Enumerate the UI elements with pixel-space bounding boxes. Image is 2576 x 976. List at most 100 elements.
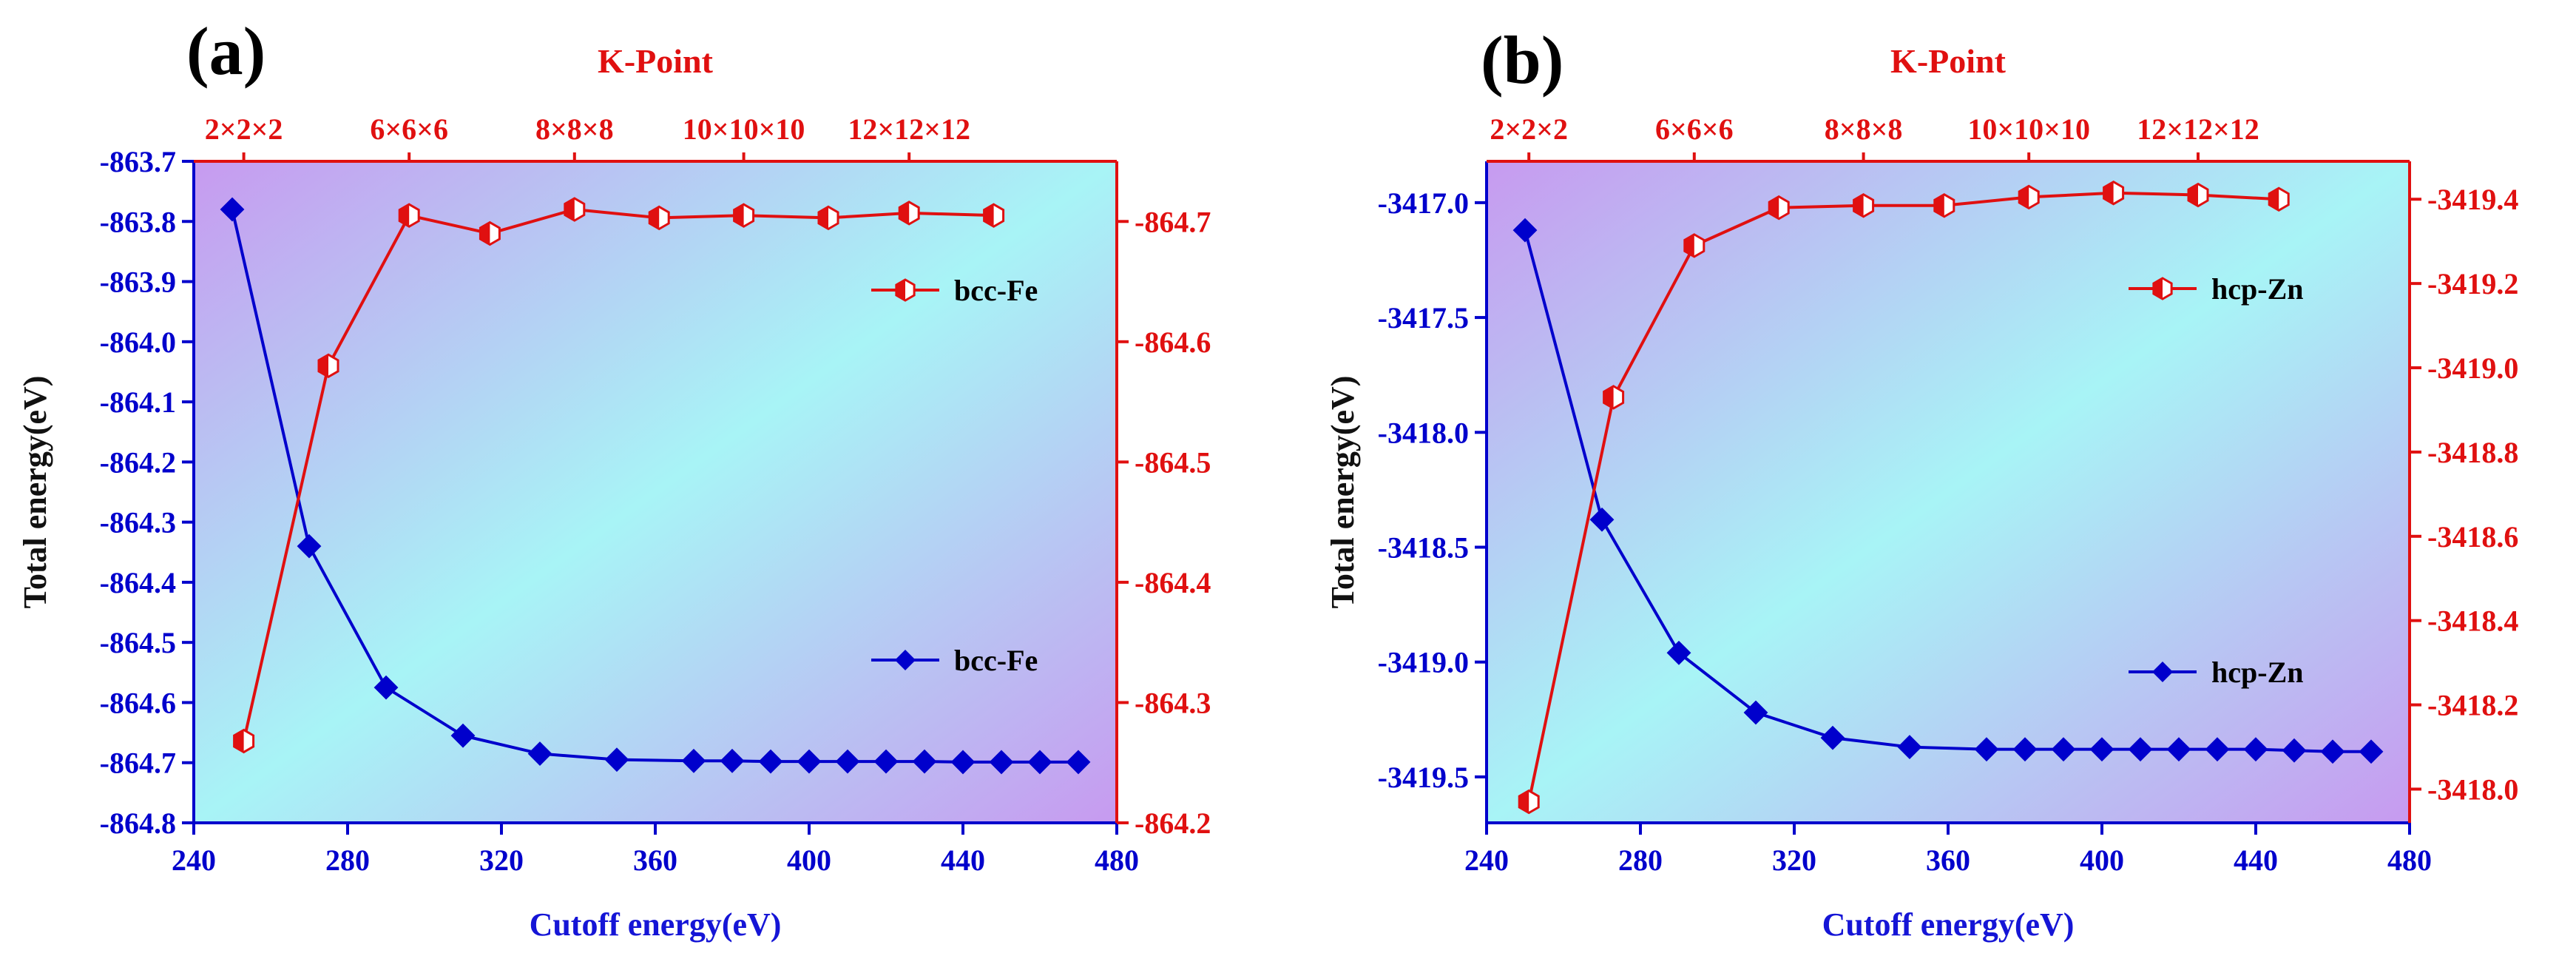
x-axis-title: Cutoff energy(eV) xyxy=(1822,906,2075,943)
x-tick-label: 240 xyxy=(1464,844,1509,877)
legend-label: bcc-Fe xyxy=(954,644,1038,677)
x-tick-label: 400 xyxy=(2080,844,2124,877)
data-point-hexagon xyxy=(2187,182,2209,208)
hexagon-left-fill xyxy=(2269,188,2279,211)
data-point-diamond xyxy=(604,747,629,773)
data-point-hexagon xyxy=(1933,193,1955,218)
y-tick-label: -863.9 xyxy=(100,266,176,299)
top-tick-label: 6×6×6 xyxy=(370,112,448,146)
y-tick-label: -3417.5 xyxy=(1378,301,1469,334)
data-point-hexagon xyxy=(2103,180,2125,206)
hexagon-left-fill xyxy=(319,354,328,377)
data-point-diamond xyxy=(835,749,860,774)
hexagon-left-fill xyxy=(984,204,994,227)
data-point-diamond xyxy=(1512,218,1538,243)
data-point-diamond xyxy=(950,750,976,775)
y-tick-label: -864.3 xyxy=(100,506,176,539)
y-tick-label: -864.2 xyxy=(100,445,176,479)
data-point-diamond xyxy=(2243,737,2268,762)
legend-marker-diamond xyxy=(895,650,916,670)
data-point-hexagon xyxy=(1603,385,1625,410)
data-point-hexagon xyxy=(1518,789,1540,815)
x-tick-label: 360 xyxy=(1926,844,1970,877)
x-tick-label: 320 xyxy=(479,844,524,877)
data-point-hexagon xyxy=(1768,195,1790,221)
y-tick-label: -864.4 xyxy=(100,566,176,599)
data-point-diamond xyxy=(2166,737,2191,762)
panel-label: (b) xyxy=(1481,22,1563,98)
y2-tick-label: -3419.2 xyxy=(2427,267,2518,300)
hexagon-left-fill xyxy=(1603,386,1614,408)
panel-label: (a) xyxy=(186,13,266,89)
series-line-right xyxy=(1527,191,2279,802)
top-tick-label: 8×8×8 xyxy=(1825,112,1903,146)
x-axis-title: Cutoff energy(eV) xyxy=(530,906,782,943)
data-point-diamond xyxy=(1066,750,1091,775)
hexagon-left-fill xyxy=(564,198,575,221)
hexagon-left-fill xyxy=(1934,194,1944,217)
top-tick-label: 2×2×2 xyxy=(1490,112,1568,146)
data-point-hexagon xyxy=(317,353,339,379)
data-point-diamond xyxy=(1589,507,1615,532)
y2-tick-label: -864.7 xyxy=(1135,205,1211,238)
y2-tick-label: -3419.4 xyxy=(2427,183,2518,216)
data-point-diamond xyxy=(2359,739,2384,764)
y2-tick-label: -864.2 xyxy=(1135,807,1211,840)
x-tick-label: 320 xyxy=(1772,844,1816,877)
top-tick-label: 12×12×12 xyxy=(2137,112,2259,146)
y2-tick-label: -3418.0 xyxy=(2427,773,2518,806)
y-tick-label: -864.7 xyxy=(100,747,176,780)
data-point-diamond xyxy=(1666,640,1691,665)
top-axis-title: K-Point xyxy=(1890,42,2007,80)
x-tick-label: 280 xyxy=(1618,844,1663,877)
top-tick-label: 12×12×12 xyxy=(848,112,970,146)
data-point-diamond xyxy=(2282,738,2307,763)
series-line-right xyxy=(242,207,994,741)
hexagon-left-fill xyxy=(734,204,744,227)
data-point-hexagon xyxy=(2018,184,2040,210)
y2-tick-label: -864.6 xyxy=(1135,326,1211,359)
y-tick-label: -864.0 xyxy=(100,326,176,359)
data-point-diamond xyxy=(297,534,322,559)
y-tick-label: -864.1 xyxy=(100,386,176,419)
hexagon-left-fill xyxy=(2188,184,2198,206)
data-point-diamond xyxy=(1974,737,1999,762)
hexagon-left-fill xyxy=(899,201,910,224)
plot-background xyxy=(1487,161,2410,823)
data-point-diamond xyxy=(797,749,822,774)
top-tick-label: 6×6×6 xyxy=(1655,112,1734,146)
data-point-diamond xyxy=(373,675,399,700)
legend-marker-diamond xyxy=(2152,662,2173,682)
data-point-diamond xyxy=(2128,737,2153,762)
data-point-hexagon xyxy=(1853,193,1875,218)
data-point-diamond xyxy=(2051,737,2076,762)
x-tick-label: 360 xyxy=(633,844,677,877)
data-point-diamond xyxy=(1743,700,1768,725)
top-axis-title: K-Point xyxy=(598,42,714,80)
data-point-hexagon xyxy=(1683,233,1705,258)
top-tick-label: 10×10×10 xyxy=(683,112,805,146)
hexagon-left-fill xyxy=(399,204,410,227)
hexagon-left-fill xyxy=(819,206,828,229)
data-point-hexagon xyxy=(648,205,670,231)
data-point-hexagon xyxy=(2268,186,2290,212)
data-point-diamond xyxy=(912,749,937,774)
x-tick-label: 440 xyxy=(2234,844,2278,877)
data-point-diamond xyxy=(720,748,745,773)
legend-marker-hexagon-fill xyxy=(896,280,905,300)
data-point-diamond xyxy=(2089,737,2114,762)
y2-tick-label: -3418.4 xyxy=(2427,605,2518,638)
data-point-diamond xyxy=(2205,737,2230,762)
x-tick-label: 400 xyxy=(787,844,831,877)
hexagon-left-fill xyxy=(1769,196,1779,219)
top-tick-label: 8×8×8 xyxy=(535,112,614,146)
data-point-hexagon xyxy=(398,203,420,228)
chart-panel-a: (a) 240 280 320 360 400 440 480 -863.7 -863.8 -863… xyxy=(17,13,1211,943)
y-tick-label: -864.8 xyxy=(100,807,176,840)
y-axis-title: Total energy(eV) xyxy=(1325,376,1361,609)
data-point-diamond xyxy=(758,749,783,774)
hexagon-left-fill xyxy=(234,730,244,753)
y2-tick-label: -3419.0 xyxy=(2427,351,2518,385)
data-point-diamond xyxy=(220,197,245,222)
